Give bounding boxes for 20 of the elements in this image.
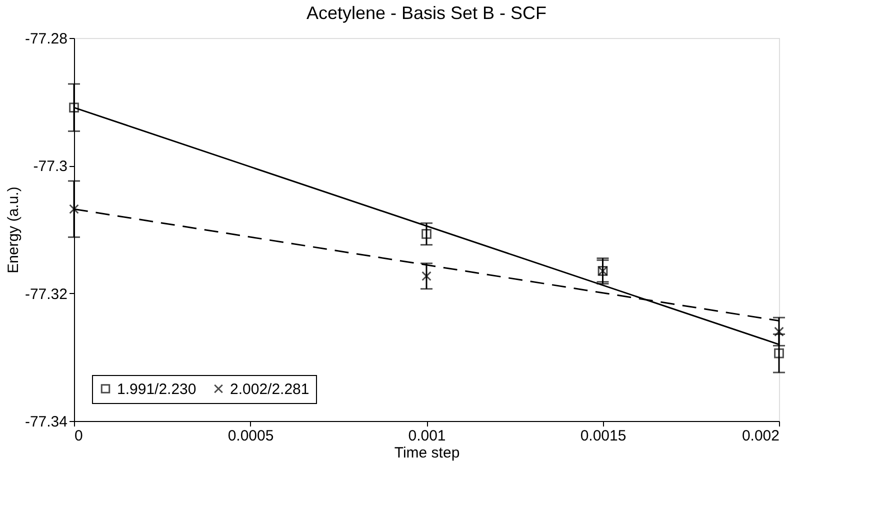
y-tick-label: -77.3	[33, 158, 68, 176]
x-tick-label: 0	[74, 428, 83, 444]
x-tick-label: 0.002	[742, 428, 780, 444]
y-tick-label: -77.34	[24, 414, 68, 430]
legend-label: 1.991/2.230	[117, 380, 196, 398]
point	[69, 102, 79, 113]
y-tick-label: -77.28	[24, 30, 68, 48]
y-axis-title: Energy (a.u.)	[4, 186, 22, 274]
point	[774, 326, 784, 337]
point	[69, 204, 79, 214]
y-tick-label: -77.32	[24, 286, 68, 303]
chart-title: Acetylene - Basis Set B - SCF	[306, 3, 547, 23]
legend-label: 2.002/2.281	[230, 380, 310, 398]
x-axis-title: Time step	[394, 444, 460, 462]
x-tick-label: 0.001	[408, 428, 446, 444]
x-tick-label: 0.0015	[580, 428, 626, 444]
point	[422, 229, 432, 239]
point	[422, 271, 432, 282]
x-tick-label: 0.0005	[228, 428, 274, 444]
point	[774, 348, 784, 358]
